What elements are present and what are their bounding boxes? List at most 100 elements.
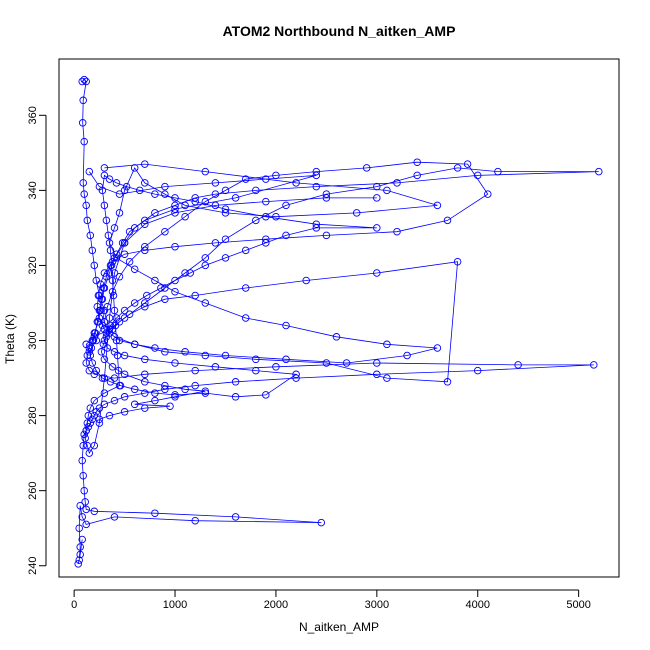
data-point (413, 171, 421, 180)
data-point (102, 272, 111, 281)
data-point (312, 167, 321, 176)
data-point (191, 381, 199, 390)
data-point (241, 284, 250, 292)
data-point (221, 209, 230, 217)
data-point (84, 423, 93, 431)
data-point (80, 430, 88, 439)
data-point (181, 212, 189, 221)
data-point (93, 318, 102, 326)
data-point (110, 333, 119, 341)
data-point (85, 344, 94, 352)
data-point (141, 302, 149, 311)
data-point (171, 194, 179, 202)
data-point (373, 359, 381, 367)
data-point (231, 513, 240, 521)
data-point (403, 351, 411, 360)
data-point (252, 355, 260, 364)
data-point (161, 284, 169, 292)
data-point (122, 182, 131, 191)
data-point (161, 190, 169, 198)
data-point (80, 75, 88, 84)
data-point (90, 411, 99, 420)
data-point (141, 220, 149, 228)
data-point (115, 209, 124, 217)
data-point (322, 231, 331, 240)
data-point (166, 402, 174, 410)
y-tick-label: 280 (27, 406, 39, 424)
data-point (282, 355, 290, 364)
data-point (82, 201, 90, 210)
data-point (91, 329, 100, 337)
data-point (590, 361, 598, 369)
data-point (82, 520, 90, 529)
data-point (181, 385, 189, 394)
data-point (102, 329, 111, 337)
data-point (484, 190, 492, 198)
data-point (120, 306, 129, 315)
data-point (79, 179, 87, 187)
data-point (231, 378, 240, 386)
data-point (130, 164, 139, 172)
data-point (292, 179, 300, 187)
data-point (135, 186, 144, 195)
data-point (88, 359, 97, 367)
data-point (443, 216, 452, 225)
data-point (82, 359, 90, 367)
data-point (92, 276, 101, 285)
data-point (90, 507, 99, 516)
data-point (81, 498, 89, 506)
data-point (80, 137, 88, 146)
data-point (201, 387, 210, 395)
data-point (112, 250, 121, 258)
data-point (171, 209, 179, 217)
data-point (105, 411, 114, 420)
data-point (413, 158, 421, 166)
data-point (151, 509, 159, 517)
data-point (181, 201, 189, 210)
data-point (99, 340, 108, 349)
data-point (241, 314, 250, 322)
data-point (252, 366, 260, 375)
data-point (171, 201, 179, 210)
data-point (383, 374, 391, 382)
data-point (393, 179, 401, 187)
data-point (110, 306, 119, 315)
data-point (191, 366, 199, 375)
data-point (151, 209, 159, 217)
data-point (191, 516, 199, 525)
data-point (130, 265, 139, 273)
data-point (86, 351, 95, 360)
chart-title: ATOM2 Northbound N_aitken_AMP (223, 23, 456, 39)
data-point (85, 449, 94, 457)
data-point (111, 321, 120, 330)
data-point (463, 160, 472, 168)
data-point (262, 175, 270, 183)
data-point (231, 393, 240, 401)
data-point (211, 201, 220, 210)
data-point (100, 400, 109, 409)
data-point (90, 396, 99, 405)
data-point (110, 513, 119, 521)
data-point (130, 224, 139, 232)
data-point (312, 220, 321, 228)
data-point (93, 302, 102, 311)
y-tick-label: 300 (27, 331, 39, 349)
data-point (83, 216, 92, 225)
data-point (110, 254, 119, 262)
data-point (75, 556, 83, 564)
y-tick-label: 240 (27, 557, 39, 575)
data-point (393, 227, 401, 236)
x-tick-label: 0 (71, 599, 77, 611)
data-point (252, 216, 260, 225)
data-point (76, 550, 84, 559)
data-point (373, 182, 381, 191)
data-point (312, 224, 321, 232)
x-tick-label: 3000 (365, 599, 389, 611)
data-point (98, 374, 107, 382)
data-point (80, 190, 88, 198)
data-point (201, 167, 210, 176)
data-point (473, 171, 482, 180)
data-point (252, 186, 260, 195)
data-point (231, 194, 240, 202)
data-point (433, 344, 442, 352)
